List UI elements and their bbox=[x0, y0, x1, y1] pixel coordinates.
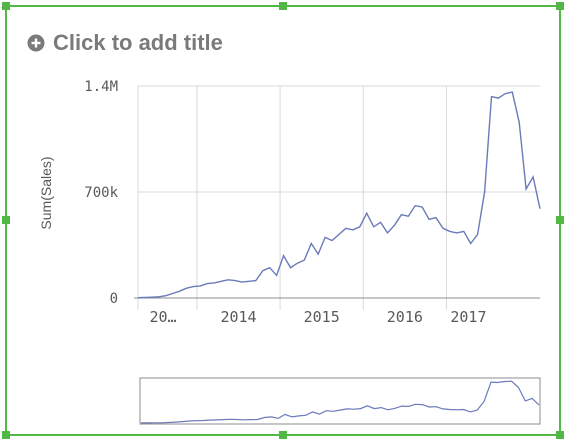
x-tick-label: 2016 bbox=[387, 308, 423, 326]
y-axis-ticks: 0 700k 1.4M bbox=[84, 79, 118, 307]
scrollbar-track[interactable] bbox=[140, 378, 540, 424]
x-axis-ticks: 20… 2014 2015 2016 2017 bbox=[149, 308, 486, 326]
chart-grid bbox=[138, 86, 540, 310]
y-tick-label: 0 bbox=[110, 291, 118, 307]
y-axis-label: Sum(Sales) bbox=[38, 156, 54, 229]
y-tick-label: 700k bbox=[84, 185, 118, 201]
x-tick-label: 2014 bbox=[220, 308, 256, 326]
x-tick-label: 2015 bbox=[304, 308, 340, 326]
x-tick-label: 2017 bbox=[450, 308, 486, 326]
y-tick-label: 1.4M bbox=[84, 79, 118, 95]
sales-series-line bbox=[138, 92, 540, 298]
x-tick-label: 20… bbox=[149, 308, 176, 326]
